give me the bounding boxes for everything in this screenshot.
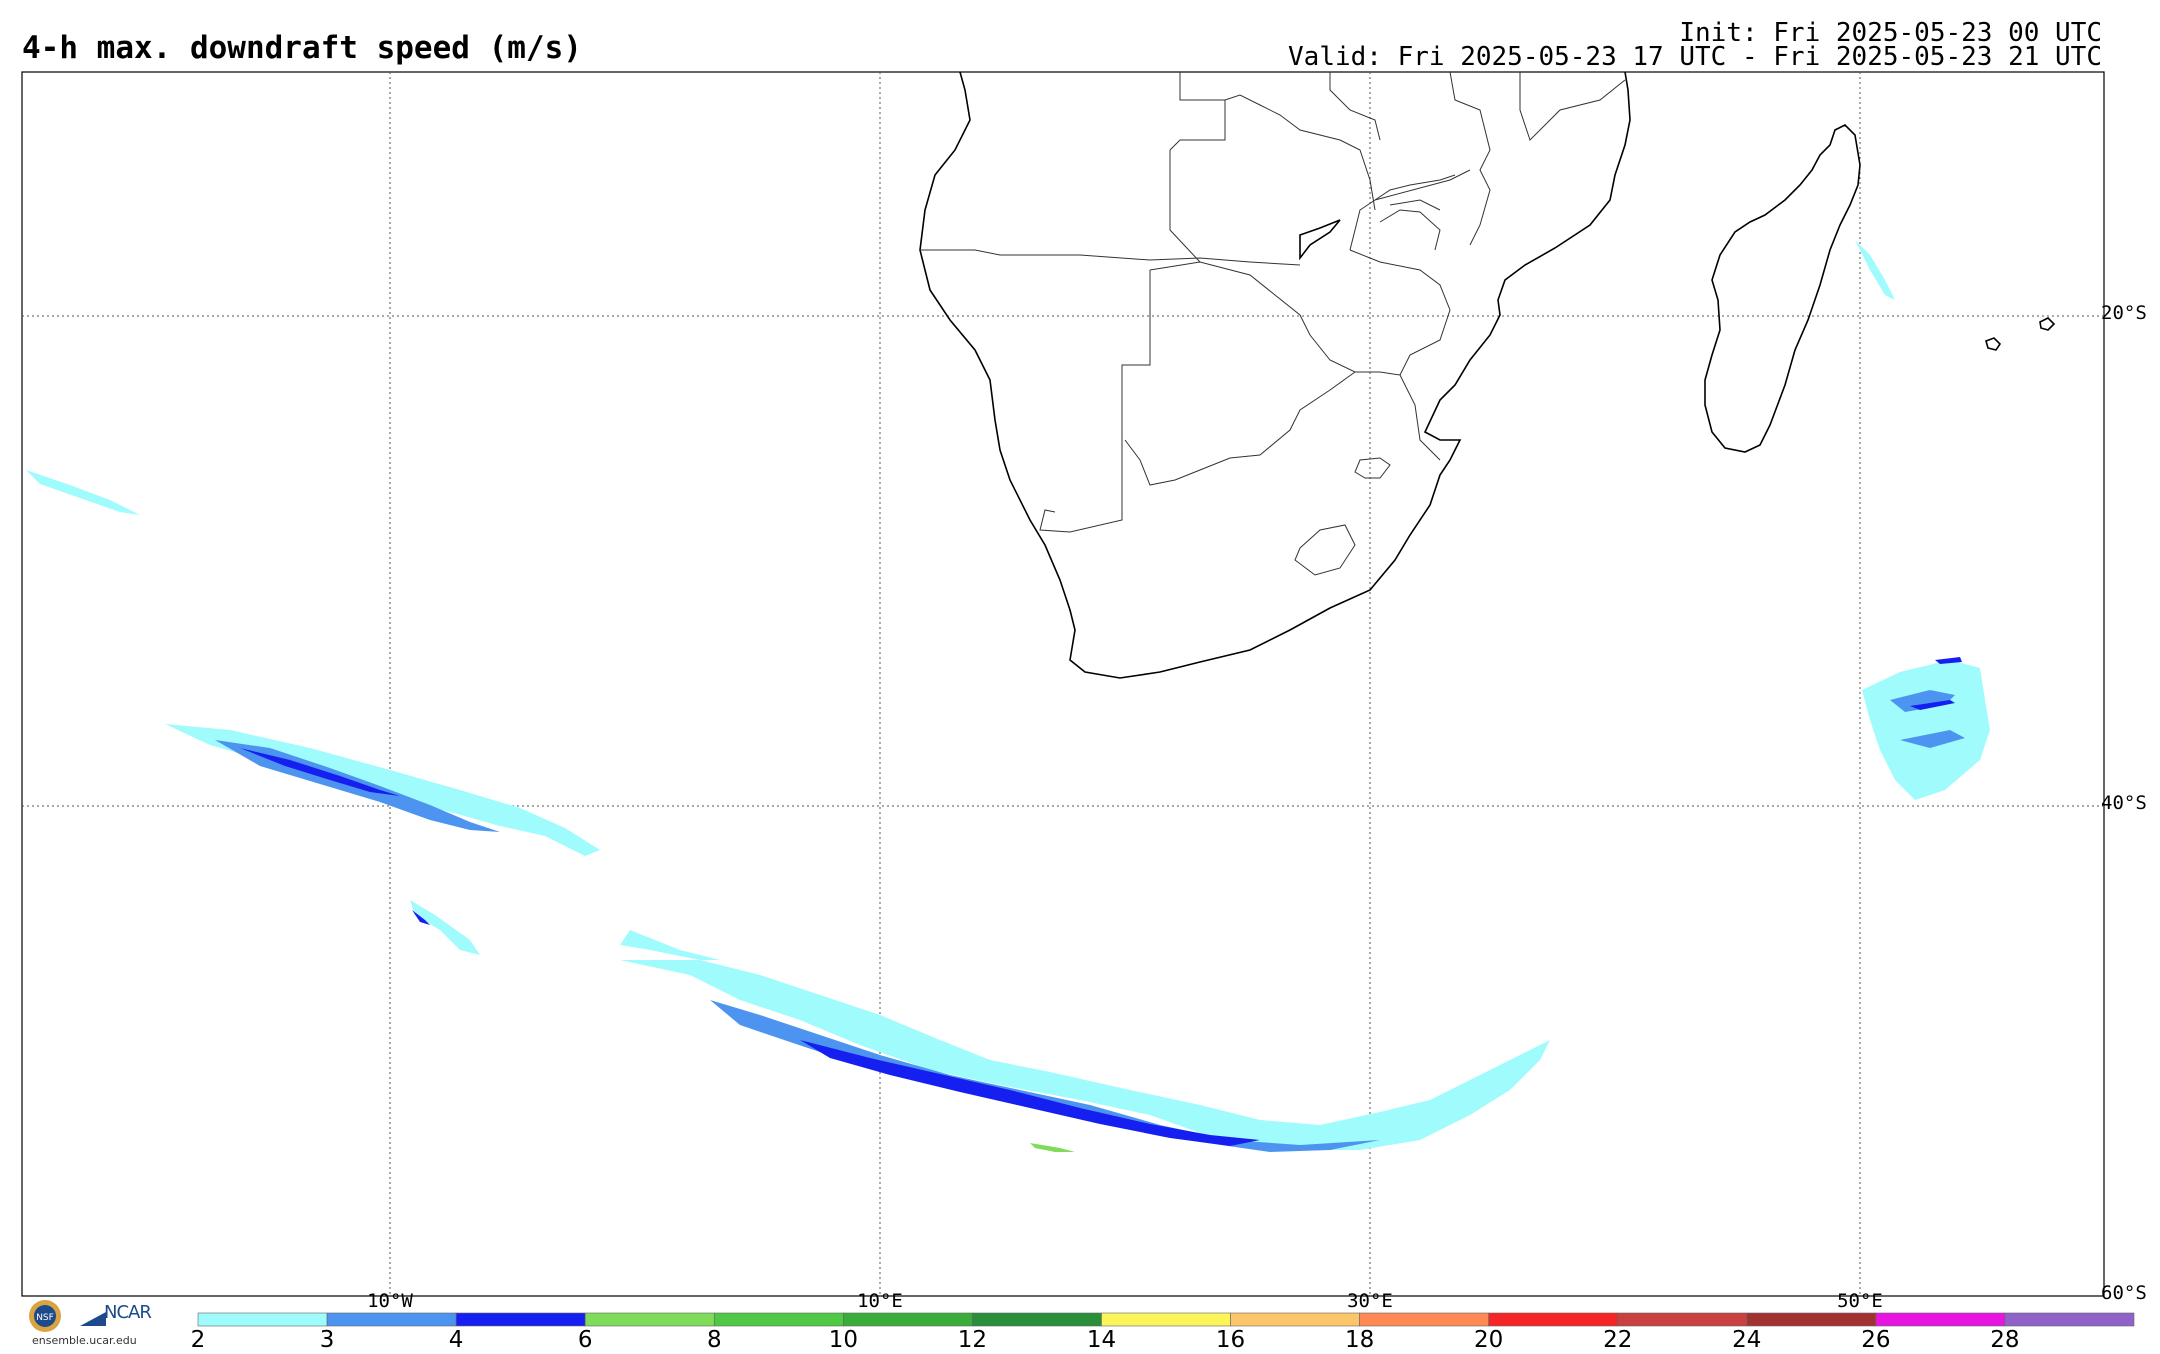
madagascar-coastline [1704,124,1861,453]
colorbar-tick-label: 14 [1086,1327,1117,1353]
colorbar-tick-label: 16 [1215,1327,1246,1353]
colorbar-swatch [713,1312,844,1327]
streak-wsw [26,470,140,515]
graticule [22,72,2104,1296]
colorbar-tick-label: 24 [1732,1327,1762,1353]
init-time: Init: Fri 2025-05-23 00 UTC [1679,18,2102,48]
contour-4ms-west [240,748,400,796]
colorbar-tick-label: 20 [1474,1327,1504,1353]
colorbar-tick-label: 6 [577,1327,593,1353]
logo-area: NSF NCAR ensemble.ucar.edu [22,1296,162,1348]
colorbar-tick-label: 10 [828,1327,858,1353]
downdraft-field [26,240,1990,1152]
lat-label-20s: 20°S [2101,302,2147,324]
streak-ne-madagascar [1855,240,1895,300]
colorbar-swatch [326,1312,457,1327]
cells-4ms-sw [412,910,430,925]
colorbar-swatch [455,1312,586,1327]
lon-label-10e: 10°E [857,1290,903,1312]
valid-time: Valid: Fri 2025-05-23 17 UTC - Fri 2025-… [1288,42,2102,72]
colorbar-tick-label: 22 [1603,1327,1633,1353]
colorbar-tick-label: 26 [1861,1327,1891,1353]
africa-coastline [919,71,1631,679]
colorbar-swatch [972,1312,1102,1327]
ensemble-url: ensemble.ucar.edu [32,1334,137,1347]
lat-label-60s: 60°S [2101,1282,2147,1304]
contour-6ms-arc [1030,1143,1075,1152]
colorbar-tick-label: 12 [957,1327,988,1353]
mauritius-island [1985,337,2002,351]
colorbar-tick-label: 4 [448,1327,464,1353]
colorbar-tick-label: 8 [706,1327,722,1353]
svg-text:NSF: NSF [36,1313,54,1323]
lon-label-10w: 10°W [367,1290,413,1312]
contour-3ms-east [1890,690,1965,748]
lake-kariba [1299,219,1341,261]
colorbar-swatch [1101,1312,1231,1327]
colorbar [197,1312,2135,1327]
map-frame [21,71,2105,1297]
colorbar-swatch [1617,1312,1748,1327]
colorbar-swatch [1230,1312,1360,1327]
colorbar-tick-label: 28 [1990,1327,2020,1353]
colorbar-swatch [843,1312,973,1327]
contour-4ms-east [1910,657,1962,710]
nsf-logo: NSF [29,1300,61,1332]
colorbar-tick-label: 2 [190,1327,206,1353]
colorbar-swatch [1875,1312,2006,1327]
country-borders [920,71,1626,576]
lat-label-40s: 40°S [2101,792,2147,814]
reunion-island [2039,317,2056,331]
colorbar-tick-label: 18 [1344,1327,1375,1353]
cells-2ms-sw [410,900,480,955]
ncar-logo-text: NCAR [104,1302,152,1323]
map-title: 4-h max. downdraft speed (m/s) [22,30,582,66]
colorbar-swatch [1488,1312,1619,1327]
colorbar-tick-label: 3 [319,1327,335,1353]
colorbar-swatch [1359,1312,1489,1327]
colorbar-swatch [197,1312,328,1327]
contour-4ms-arc [800,1040,1260,1146]
coastlines [919,71,2056,679]
colorbar-swatch [1746,1312,1877,1327]
contour-2ms-east [1862,660,1990,800]
lon-label-50e: 50°E [1837,1290,1883,1312]
ncar-logo-mark [80,1312,106,1326]
colorbar-swatch [2004,1312,2135,1327]
colorbar-swatch [584,1312,715,1327]
lon-label-30e: 30°E [1347,1290,1393,1312]
